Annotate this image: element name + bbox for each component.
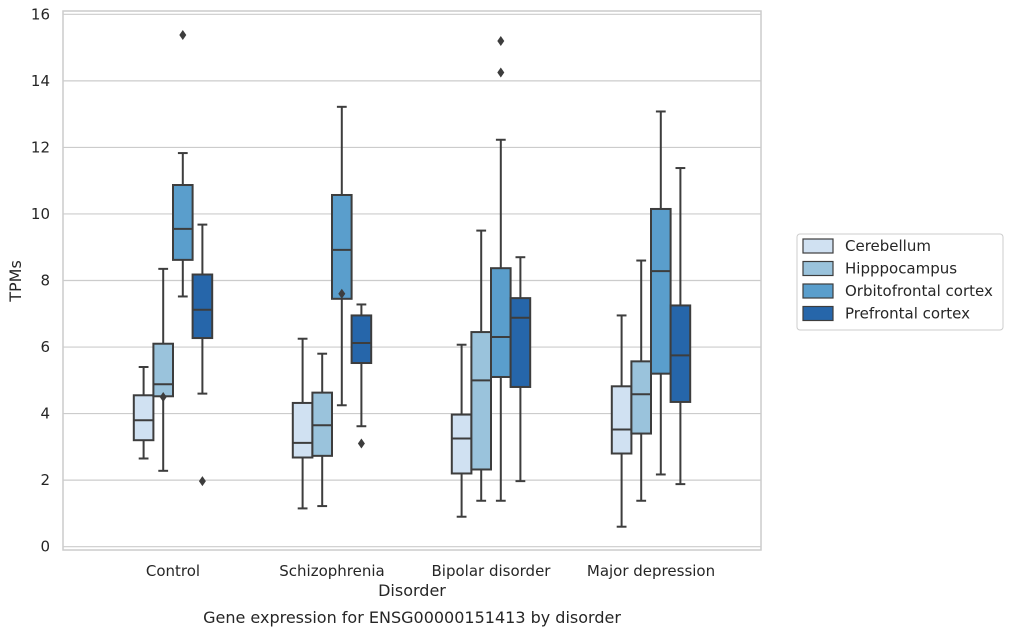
legend-swatch-1 [802, 260, 834, 277]
box-body [450, 413, 473, 475]
legend: Cerebellum Hipppocampus Orbitofrontal cort… [796, 233, 1004, 331]
y-tick-label-0: 0 [40, 538, 50, 556]
outlier-point-0 [159, 391, 167, 402]
box-3-2 [509, 256, 532, 483]
x-tick-label-2: Bipolar disorder [432, 562, 552, 580]
box-body [350, 314, 373, 365]
chart-caption: Gene expression for ENSG00000151413 by d… [203, 608, 621, 627]
box-body [191, 273, 214, 340]
y-tick-label-8: 8 [40, 272, 50, 290]
box-layer [132, 29, 692, 528]
box-1-1 [311, 352, 333, 508]
legend-swatch-3 [802, 305, 834, 322]
box-2-0 [172, 29, 194, 298]
box-3-1 [350, 303, 373, 449]
outlier-point-0 [497, 35, 505, 46]
legend-swatch-0 [802, 238, 834, 254]
legend-swatch-2 [802, 283, 834, 299]
box-0-1 [291, 337, 314, 510]
box-body [650, 207, 672, 375]
x-tick-label-0: Control [146, 562, 200, 580]
box-body [470, 331, 492, 471]
box-1-3 [630, 259, 653, 502]
outlier-point-0 [357, 438, 365, 449]
box-1-0 [152, 267, 174, 472]
outlier-point-0 [338, 288, 346, 299]
outlier-point-0 [198, 476, 206, 487]
box-body [132, 394, 155, 442]
y-tick-label-6: 6 [40, 338, 50, 356]
legend-label-0: Cerebellum [845, 237, 931, 255]
box-body [669, 304, 692, 403]
legend-label-2: Orbitofrontal cortex [845, 282, 993, 300]
box-body [172, 184, 194, 261]
y-tick-label-16: 16 [31, 5, 50, 23]
legend-items: Cerebellum Hipppocampus Orbitofrontal cort… [802, 237, 993, 323]
box-body [490, 267, 512, 378]
outlier-point-1 [497, 67, 505, 78]
box-0-3 [610, 314, 633, 528]
box-3-3 [669, 167, 692, 486]
legend-label-1: Hipppocampus [845, 260, 957, 278]
box-2-3 [650, 110, 672, 476]
x-axis-title: Disorder [378, 581, 446, 600]
y-axis-title: TPMs [6, 260, 25, 303]
y-tick-label-4: 4 [40, 405, 50, 423]
y-tick-label-14: 14 [31, 72, 50, 90]
y-tick-label-10: 10 [31, 205, 50, 223]
box-body [152, 342, 174, 398]
legend-label-3: Prefrontal cortex [845, 305, 970, 323]
box-3-0 [191, 223, 214, 487]
box-body [331, 193, 353, 300]
outlier-point-0 [179, 29, 187, 40]
y-tick-labels: 0 2 4 6 8 10 12 14 16 [31, 5, 50, 555]
x-tick-labels: Control Schizophrenia Bipolar disorder Majo… [146, 562, 715, 580]
box-2-2 [490, 35, 512, 502]
box-1-2 [470, 229, 492, 502]
y-tick-label-2: 2 [40, 471, 50, 489]
box-body [291, 401, 314, 459]
box-body [509, 297, 532, 388]
box-body [610, 385, 633, 455]
box-2-1 [331, 105, 353, 407]
box-body [630, 360, 653, 435]
box-0-2 [450, 343, 473, 518]
legend-frame [796, 233, 1004, 331]
x-tick-label-3: Major depression [587, 562, 715, 580]
plot-frame [62, 10, 762, 551]
y-tick-label-12: 12 [31, 138, 50, 156]
x-tick-label-1: Schizophrenia [279, 562, 384, 580]
box-0-0 [132, 366, 155, 460]
